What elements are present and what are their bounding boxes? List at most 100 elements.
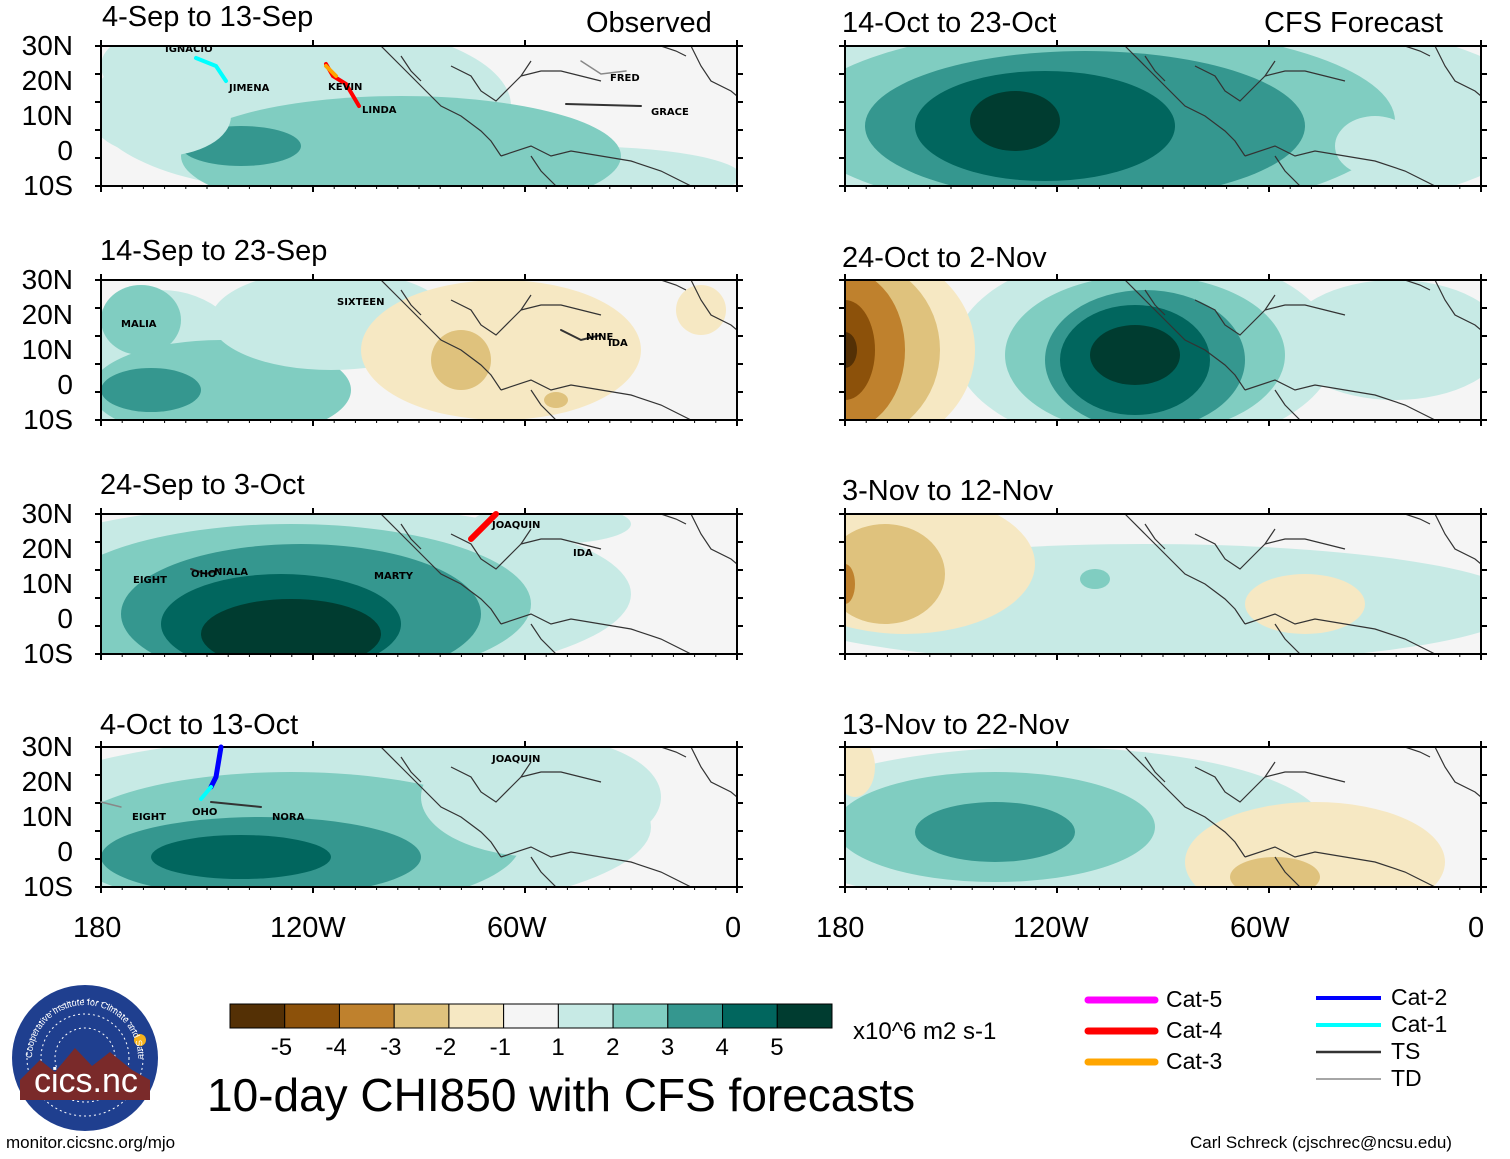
coastline (1274, 623, 1301, 654)
anomaly-contour (970, 91, 1060, 151)
coastline (520, 771, 602, 783)
coastline (380, 280, 502, 391)
coastline (1434, 514, 1481, 565)
legend-label: Cat-1 (1391, 1011, 1448, 1037)
legend-label: Cat-5 (1166, 986, 1223, 1012)
coastline (1404, 46, 1431, 57)
storm-track (324, 64, 338, 78)
lon-label-0: 0 (725, 912, 742, 944)
map-panel-observed-3 (95, 508, 743, 660)
anomaly-contour (676, 285, 726, 335)
panel-title-obs-4: 4-Oct to 13-Oct (100, 709, 299, 741)
colorbar-tick-label: 5 (770, 1034, 784, 1061)
coastline (1404, 514, 1431, 525)
anomaly-contour (845, 564, 855, 604)
lat-label: 0 (57, 836, 73, 867)
observed-tag: Observed (586, 7, 712, 39)
map-panel-forecast-3 (839, 508, 1487, 660)
colorbar-tick-label: 2 (606, 1034, 620, 1061)
coastline (530, 623, 557, 654)
colorbar-segment (284, 1003, 340, 1029)
coastline (1274, 389, 1301, 420)
storm-label: IDA (608, 338, 628, 349)
anomaly-contour (1185, 802, 1445, 887)
coastline (1244, 379, 1436, 420)
coastline (690, 280, 737, 331)
lon-label-180: 180 (73, 912, 122, 944)
coastline (500, 846, 692, 887)
legend-label: Cat-3 (1166, 1048, 1223, 1074)
storm-label: JIMENA (229, 83, 270, 94)
coastline (530, 856, 557, 887)
anomaly-contour (1080, 569, 1110, 589)
storm-track (208, 744, 224, 790)
colorbar-segment (667, 1003, 724, 1029)
coastline (1264, 70, 1346, 82)
anomaly-contour (101, 76, 231, 156)
lon-label-120w: 120W (270, 912, 346, 944)
lon-label-60w-fc: 60W (1230, 912, 1290, 944)
lat-label: 0 (57, 369, 73, 400)
panel-title-fc-3: 3-Nov to 12-Nov (842, 475, 1054, 507)
lat-label: 10S (23, 638, 73, 669)
coastline (520, 304, 602, 316)
lat-label: 10N (21, 334, 73, 365)
lat-label: 20N (21, 65, 73, 96)
colorbar-segment (448, 1003, 505, 1029)
colorbar-tick-label: 4 (715, 1034, 729, 1061)
panel-title-obs-1: 4-Sep to 13-Sep (102, 1, 314, 33)
colorbar-tick-label: -1 (489, 1034, 511, 1061)
coastline (690, 747, 737, 798)
coastline (1434, 747, 1481, 798)
lon-label-180-fc: 180 (816, 912, 865, 944)
colorbar-tick-label: -5 (270, 1034, 293, 1061)
lon-label-0-fc: 0 (1468, 912, 1485, 944)
coastline (400, 523, 422, 550)
coastline (1144, 756, 1166, 783)
legend-label: TD (1391, 1065, 1422, 1091)
lat-label: 10N (21, 568, 73, 599)
coastline (1144, 523, 1166, 550)
coastline (1124, 280, 1246, 391)
anomaly-contour (915, 802, 1075, 862)
footer-url: monitor.cicsnc.org/mjo (6, 1133, 176, 1152)
coastline (1144, 289, 1166, 316)
storm-label: EIGHT (133, 575, 167, 586)
anomaly-contour (1230, 857, 1320, 887)
coastline (1264, 538, 1346, 550)
storm-label: MALIA (121, 319, 157, 330)
colorbar-units: x10^6 m2 s-1 (853, 1018, 997, 1045)
storm-label: LINDA (362, 105, 397, 116)
coastline (660, 280, 687, 291)
coastline (1124, 514, 1246, 625)
logo-ring-text: Cooperative Institute for Climate and Sa… (12, 985, 146, 1059)
map-panel-observed-4 (95, 741, 743, 893)
storm-label: NIALA (214, 567, 248, 578)
storm-track (565, 103, 642, 107)
coastline (530, 389, 557, 420)
anomaly-contour (544, 392, 568, 408)
anomaly-contour (1285, 280, 1481, 400)
storm-label: KEVIN (328, 82, 363, 93)
colorbar-tick-label: -2 (434, 1034, 457, 1061)
colorbar-segment (393, 1003, 450, 1029)
lon-label-60w: 60W (487, 912, 547, 944)
coastline (1264, 771, 1346, 783)
main-title: 10-day CHI850 with CFS forecasts (207, 1069, 916, 1121)
storm-label: JOAQUIN (492, 754, 541, 765)
coastline (1404, 747, 1431, 758)
lat-label: 30N (21, 264, 73, 295)
anomaly-contour (471, 514, 631, 544)
coastline (660, 46, 687, 57)
storm-label: GRACE (651, 107, 689, 118)
lat-label: 30N (21, 498, 73, 529)
storm-label: MARTY (374, 571, 414, 582)
legend-label: Cat-4 (1166, 1017, 1223, 1043)
coastline (1124, 747, 1246, 858)
anomaly-contour (845, 300, 875, 400)
map-panel-forecast-4 (839, 741, 1487, 893)
storm-label: OHO (191, 569, 217, 580)
coastline (660, 747, 687, 758)
anomaly-contour (1245, 574, 1365, 634)
lat-label: 10N (21, 801, 73, 832)
